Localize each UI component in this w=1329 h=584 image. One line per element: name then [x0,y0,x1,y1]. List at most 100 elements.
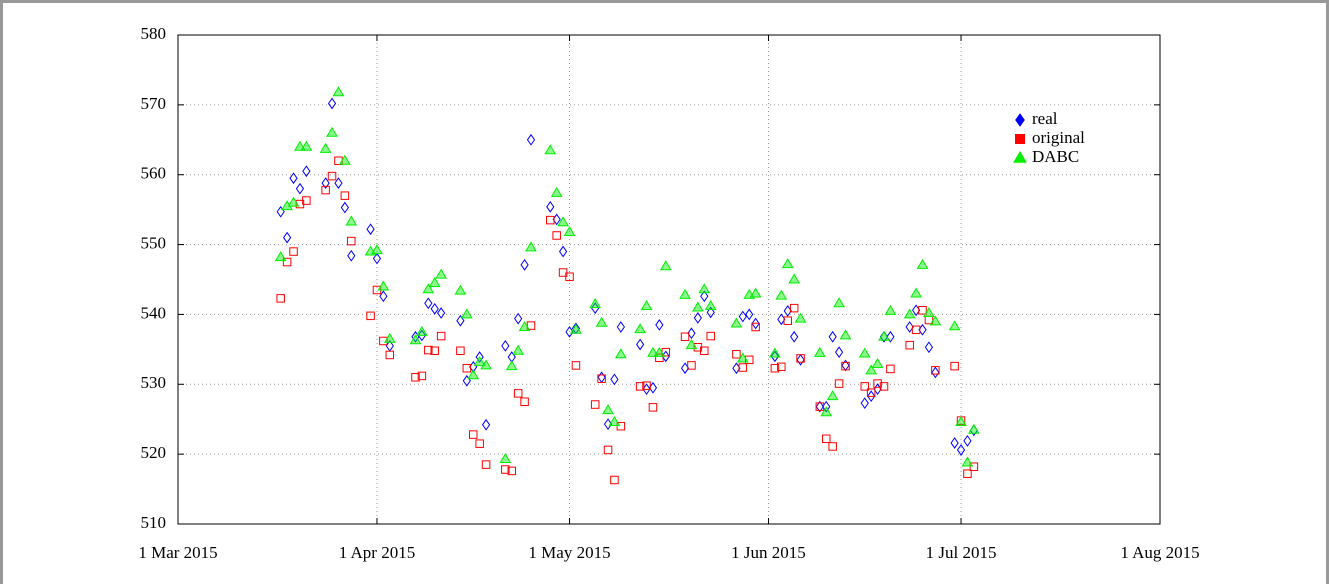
point [931,366,940,379]
point [865,364,878,375]
point [905,321,914,333]
point [409,334,422,345]
point [595,316,608,327]
point [377,280,390,291]
point [878,330,890,341]
point [634,323,646,334]
x-tick-label: 1 May 2015 [528,543,610,562]
point [462,363,472,373]
point [347,236,356,246]
point [422,283,435,294]
point [372,252,382,265]
point [653,346,666,357]
point [513,389,523,398]
point [732,349,741,359]
point [616,421,626,431]
point [775,289,788,300]
point [514,312,523,325]
legend-label: original [1032,128,1085,147]
point [321,185,330,195]
point [866,388,876,397]
point [428,277,441,287]
point [931,366,940,375]
point [640,300,653,311]
point [300,140,313,151]
point [557,216,569,227]
point [563,226,576,236]
point [430,302,439,315]
point [468,430,478,439]
point [481,460,491,469]
point [520,258,529,271]
point [525,241,537,252]
point [321,177,330,189]
y-tick-label: 540 [141,303,167,322]
point [283,231,292,244]
point [751,322,760,332]
point [473,355,486,366]
point [454,284,467,295]
y-tick-label: 530 [141,373,167,392]
point [326,126,338,137]
x-tick-label: 1 Aug 2015 [1120,543,1199,562]
point [340,201,349,214]
point [738,363,748,372]
point [327,171,337,181]
point [417,371,427,381]
point [507,466,517,476]
point [430,346,439,356]
point [274,251,287,262]
point [950,361,959,371]
point [867,390,876,403]
point [826,390,839,401]
point [319,142,332,153]
point [886,364,895,374]
point [614,348,627,359]
point [860,397,869,410]
point [282,257,292,267]
point [685,339,698,350]
point [918,305,927,315]
point [570,323,582,334]
point [655,353,664,362]
point [499,453,512,464]
point [910,287,922,298]
point [475,439,484,448]
point [501,339,510,352]
point [730,317,743,328]
point [911,325,921,335]
point [815,402,825,411]
point [820,406,833,417]
point [841,359,850,372]
point [961,456,974,467]
point [948,320,961,331]
point [841,361,850,371]
point [796,354,805,363]
point [366,223,375,236]
point [916,258,929,269]
point [332,86,345,97]
point [736,352,749,363]
point [435,268,448,279]
point [687,361,696,370]
point [436,331,446,341]
x-tick-label: 1 Mar 2015 [138,543,217,562]
point [480,359,492,370]
point [860,382,870,391]
point [424,297,433,310]
point [565,326,574,338]
point [642,381,651,390]
point [295,182,305,195]
point [680,332,690,342]
plot-border [177,34,1161,525]
point [693,312,702,324]
point [770,350,780,363]
point [366,311,375,321]
point [558,245,568,258]
y-tick-label: 510 [141,513,167,532]
point [687,327,696,340]
point [738,310,747,323]
point [379,290,388,303]
point [340,191,350,200]
